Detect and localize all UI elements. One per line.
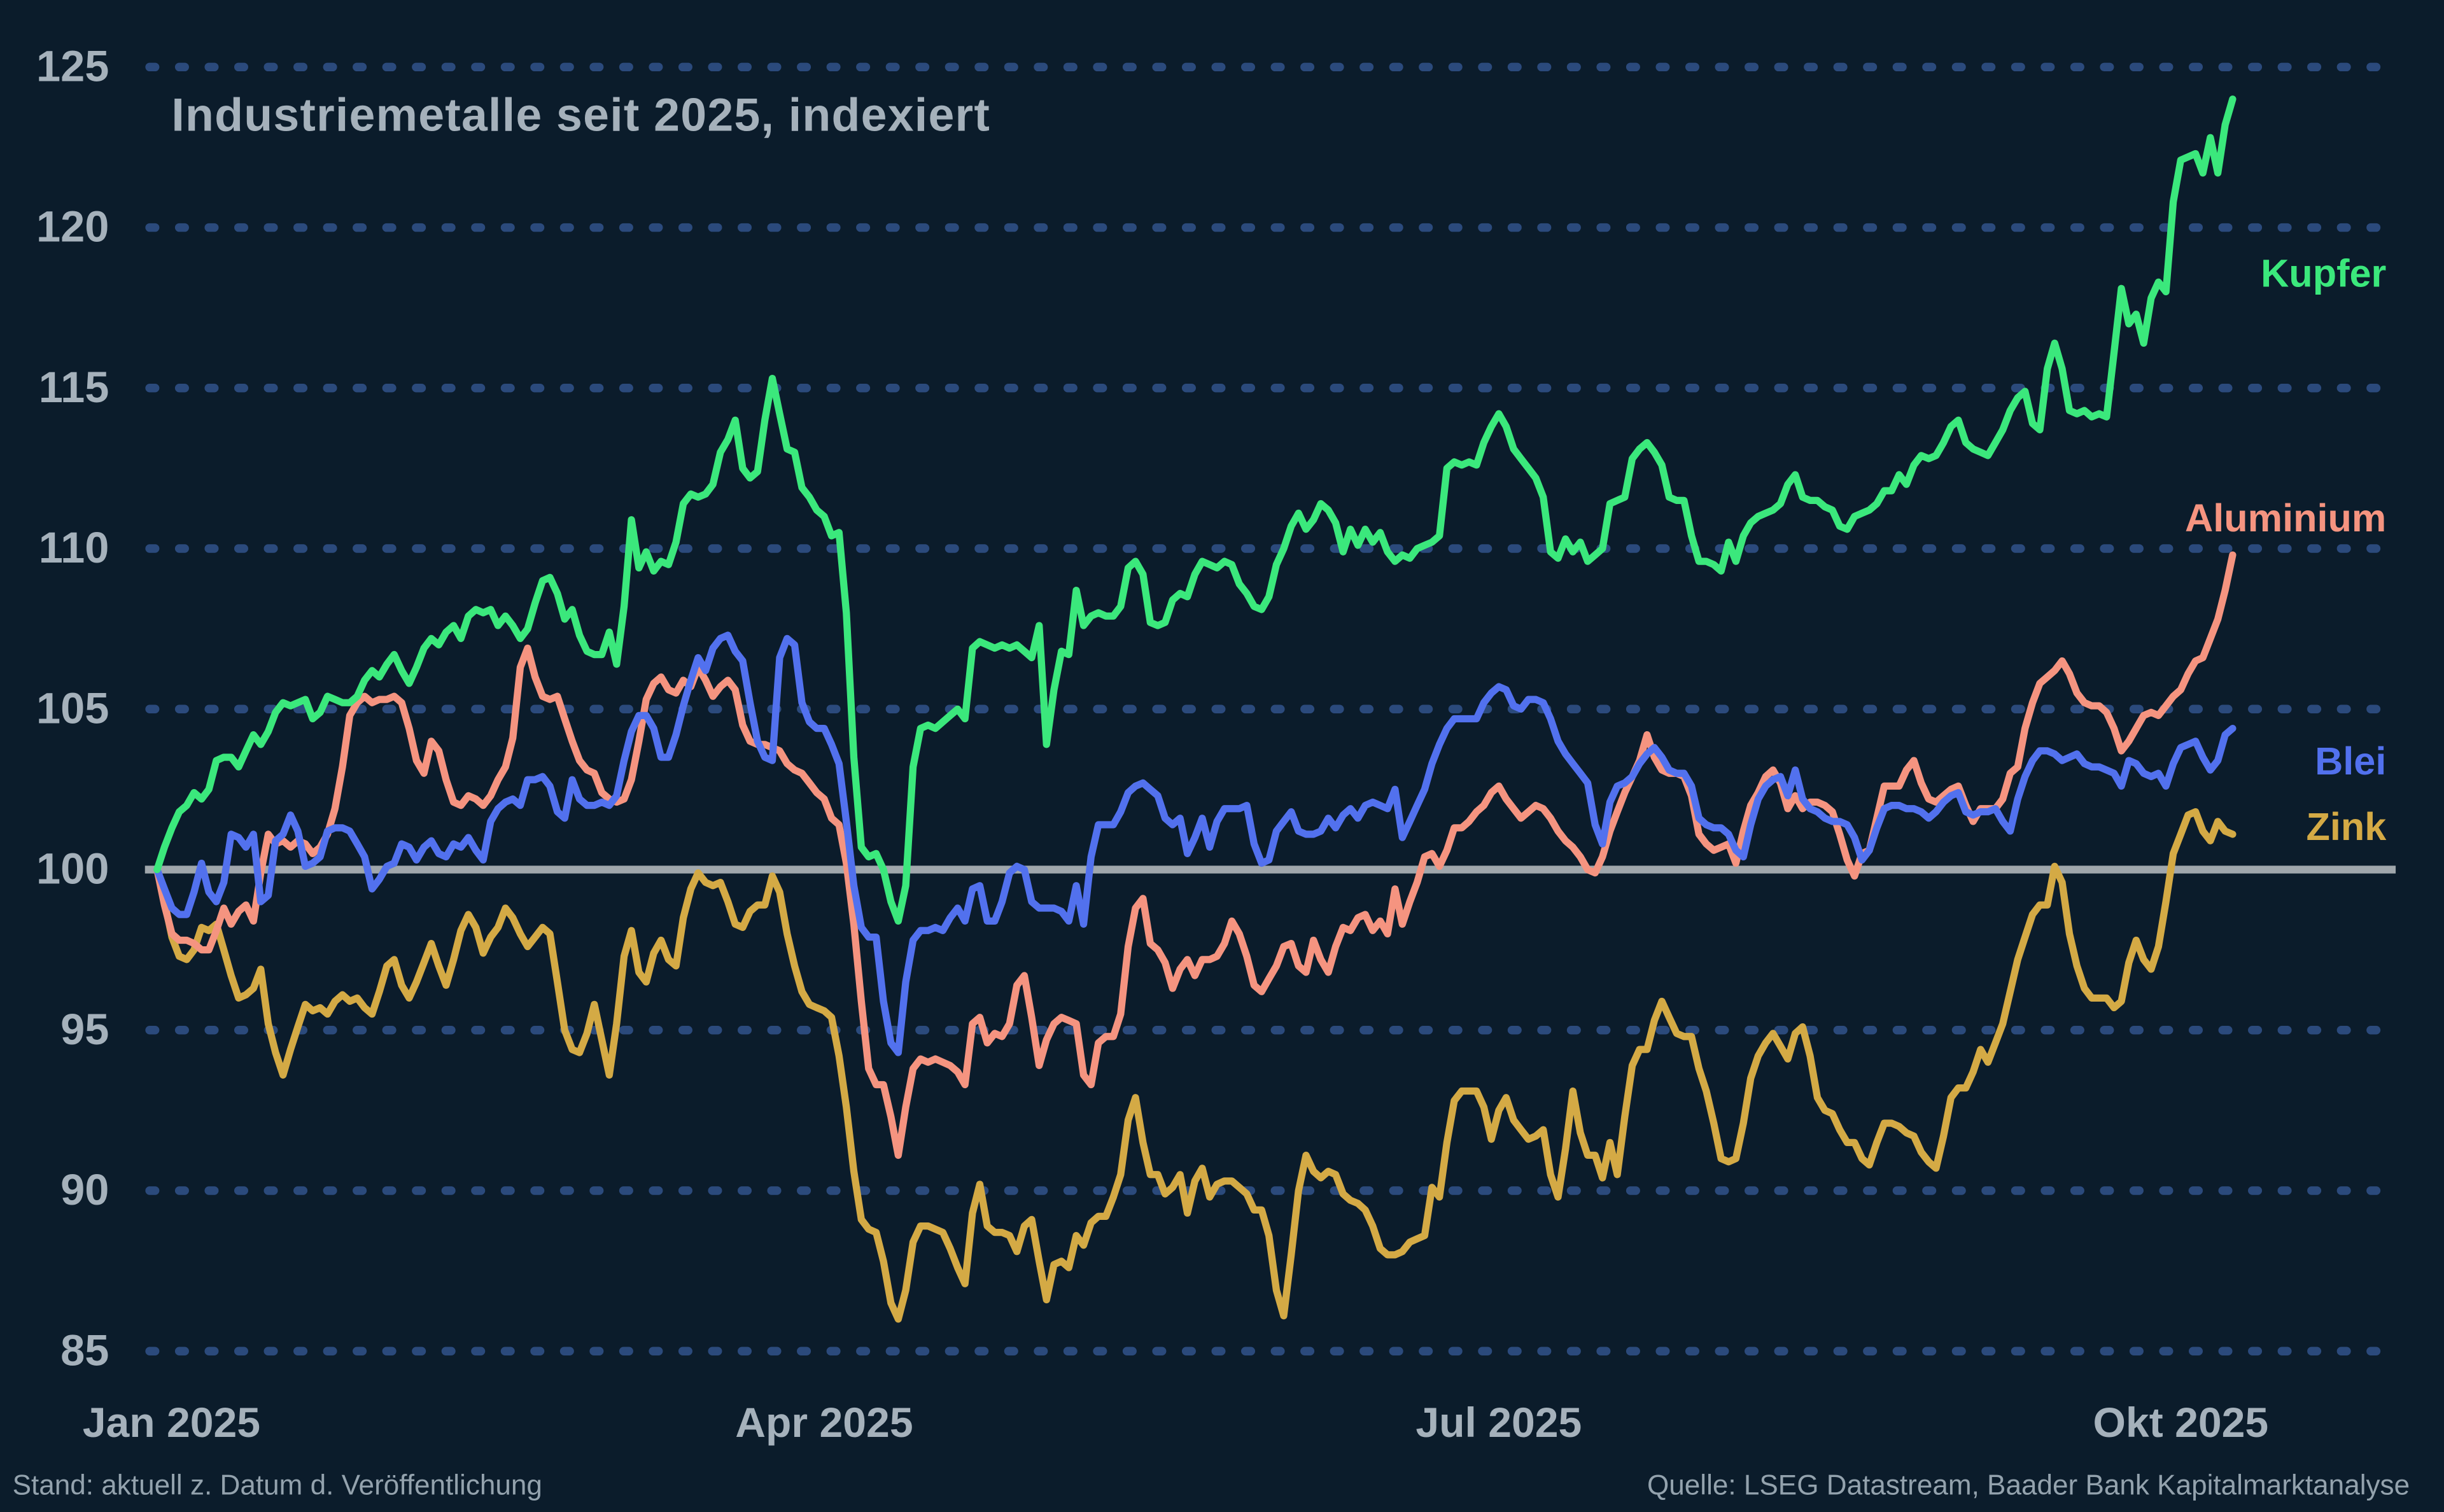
svg-text:Okt 2025: Okt 2025 — [2093, 1399, 2269, 1446]
legend-label-blei: Blei — [2315, 740, 2387, 784]
svg-text:120: 120 — [36, 202, 109, 251]
svg-text:110: 110 — [39, 523, 109, 572]
legend-label-kupfer: Kupfer — [2261, 252, 2387, 297]
svg-text:85: 85 — [60, 1326, 109, 1375]
legend-label-aluminium: Aluminium — [2185, 497, 2387, 541]
svg-text:105: 105 — [36, 683, 109, 732]
svg-text:100: 100 — [36, 844, 109, 893]
svg-text:125: 125 — [36, 41, 109, 90]
svg-text:95: 95 — [60, 1005, 109, 1054]
svg-text:Apr 2025: Apr 2025 — [735, 1399, 913, 1446]
svg-text:Jul 2025: Jul 2025 — [1415, 1399, 1582, 1446]
svg-text:115: 115 — [39, 363, 109, 412]
chart-title: Industriemetalle seit 2025, indexiert — [171, 90, 991, 142]
svg-text:90: 90 — [60, 1165, 109, 1214]
source-note: Quelle: LSEG Datastream, Baader Bank Kap… — [1647, 1469, 2410, 1501]
status-note: Stand: aktuell z. Datum d. Veröffentlich… — [12, 1469, 542, 1501]
legend-label-zink: Zink — [2306, 806, 2387, 850]
svg-text:Jan 2025: Jan 2025 — [83, 1399, 260, 1446]
